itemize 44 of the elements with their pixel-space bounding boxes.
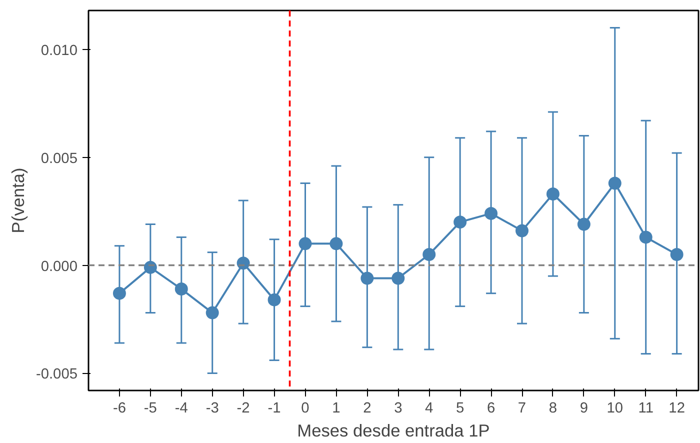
point [516,224,529,238]
point [268,293,281,306]
x-tick-label: -4 [174,400,188,416]
point [670,248,684,261]
x-tick-label: 0 [301,400,310,416]
point [422,248,436,261]
y-tick-label: 0.010 [40,42,78,59]
point [392,272,405,285]
x-tick-label: 1 [332,400,340,416]
y-tick-label: -0.005 [36,366,78,383]
x-tick-label: 3 [394,400,402,416]
x-tick-label: 2 [363,400,372,416]
point [298,237,312,250]
point [639,230,652,244]
point [144,260,157,274]
x-tick-label: 11 [638,400,654,416]
point [112,286,126,300]
point [454,216,467,229]
point [608,176,622,190]
y-axis-title: P(venta) [8,168,28,234]
x-tick-label: -3 [206,400,219,416]
x-tick-label: 9 [580,400,588,416]
x-tick-label: -6 [112,400,126,416]
y-tick-label: 0.005 [40,150,78,167]
x-tick-label: -1 [268,400,281,416]
x-tick-label: 7 [518,400,526,416]
point [206,306,219,320]
x-tick-label: 6 [486,400,496,416]
point [546,188,560,201]
x-tick-label: 8 [548,400,558,416]
x-tick-label: 12 [668,400,685,416]
x-tick-label: 4 [425,400,434,416]
point [360,272,374,285]
point [577,218,590,231]
x-tick-label: -2 [236,400,250,416]
point [330,237,343,250]
point [484,206,498,220]
x-tick-label: 10 [606,400,624,416]
x-tick-label: -5 [144,400,157,416]
point [236,256,250,270]
x-tick-label: 5 [456,400,464,416]
point [174,282,188,296]
y-tick-label: 0.000 [40,258,78,275]
x-axis-title: Meses desde entrada 1P [297,420,490,440]
